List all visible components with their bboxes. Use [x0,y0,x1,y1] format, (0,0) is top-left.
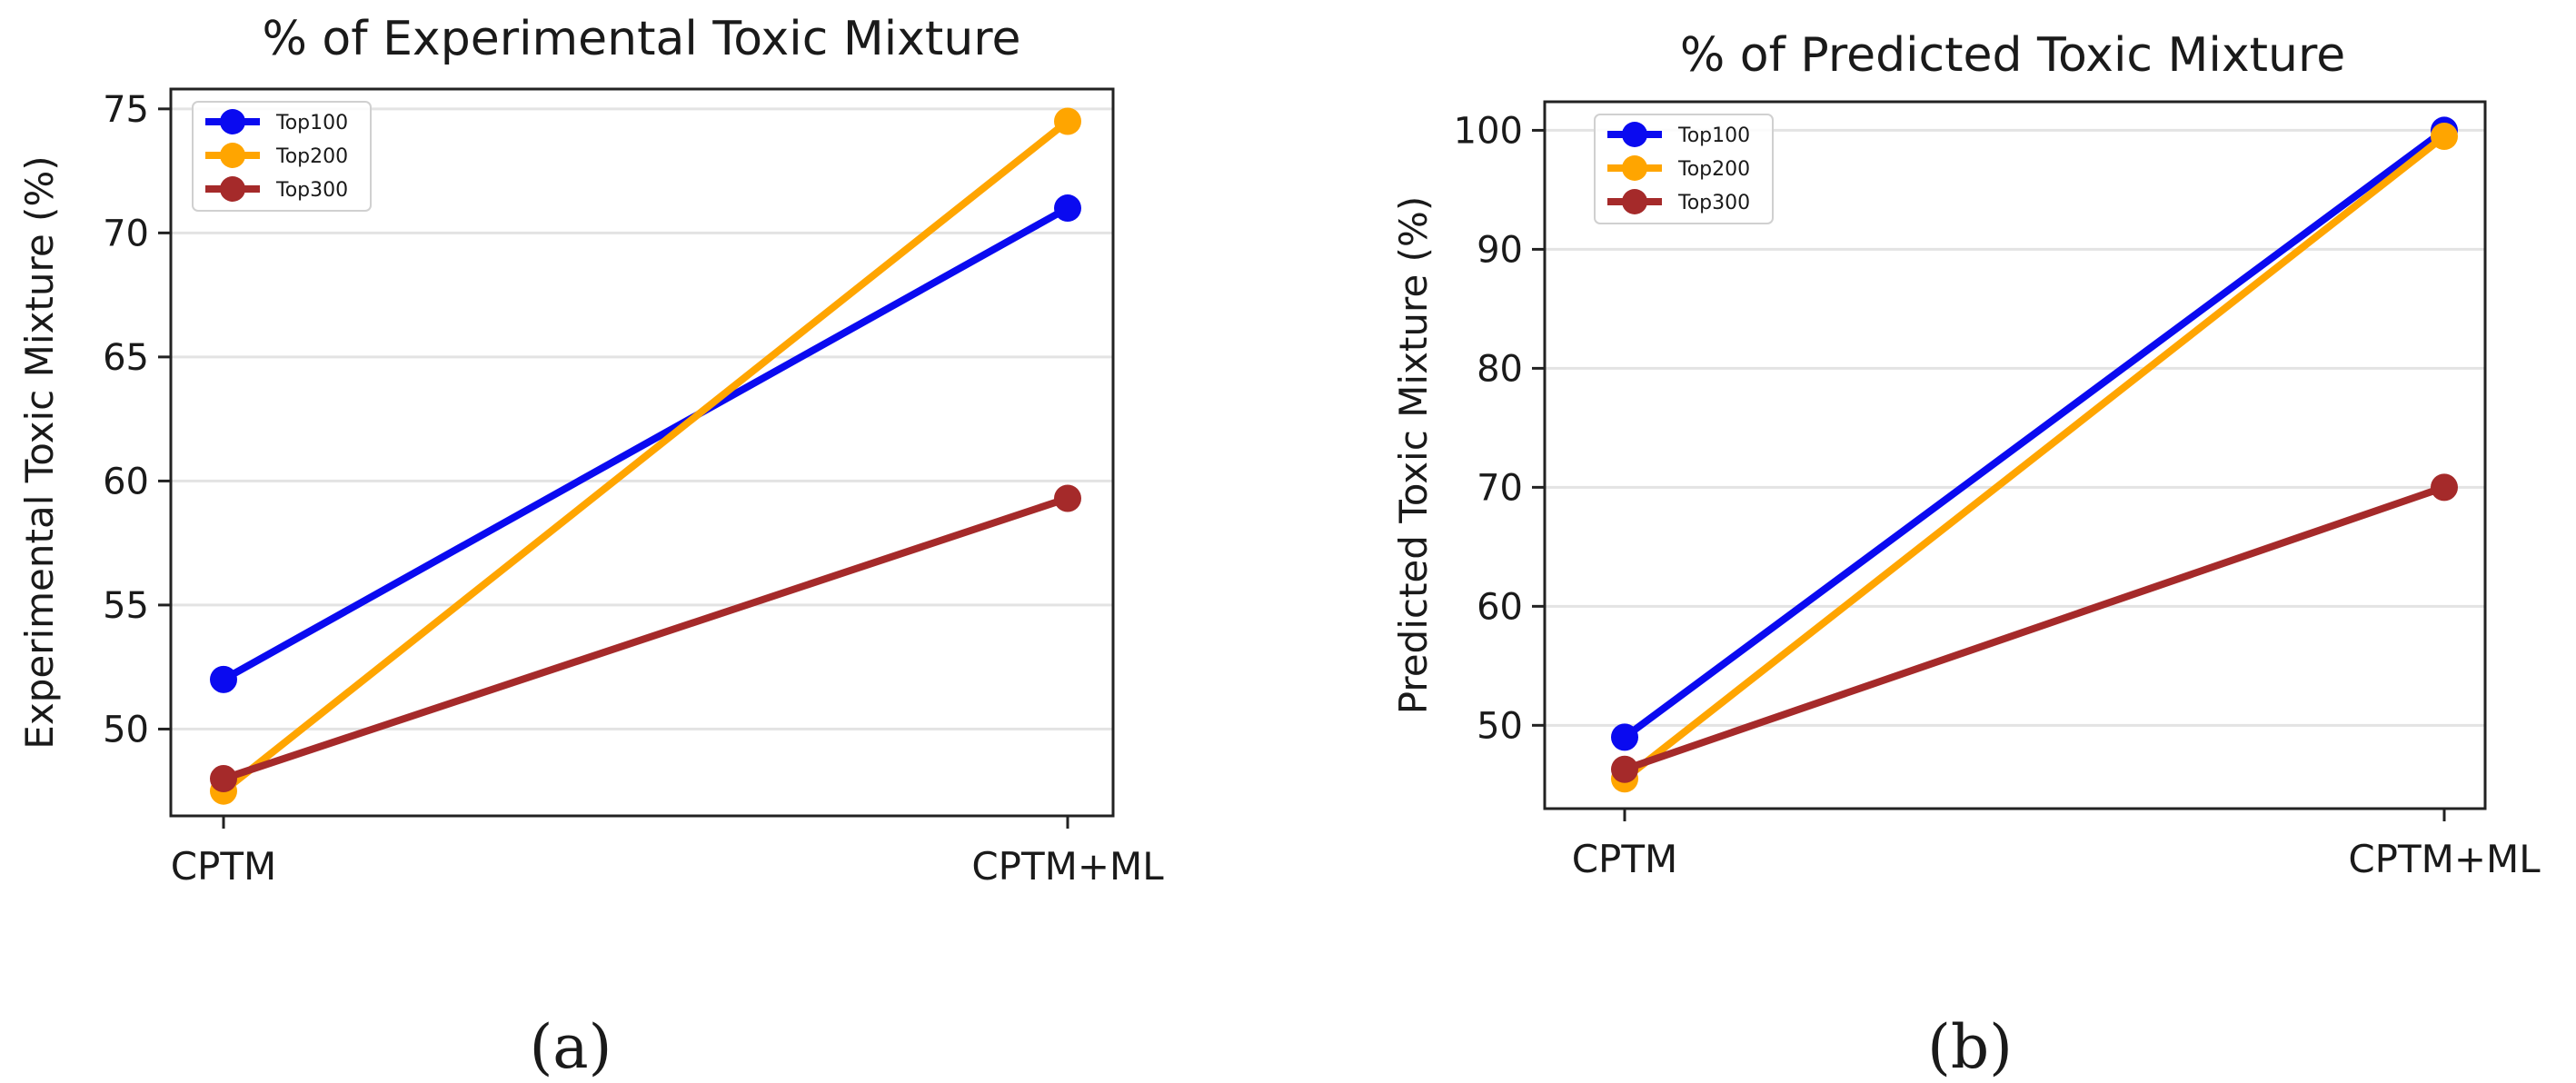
y-tick-label: 50 [103,709,149,750]
legend-swatch-marker [220,143,245,168]
x-tick-label: CPTM [171,844,277,889]
chart-title: % of Predicted Toxic Mixture [1680,28,2345,83]
panel-caption: (b) [1927,1012,2013,1082]
series-line-top100 [1621,126,2448,741]
y-axis-label: Experimental Toxic Mixture (%) [17,155,62,749]
data-point-top100 [1054,194,1081,223]
series-line-top200 [220,117,1071,795]
plot-frame [1543,100,2487,810]
legend-swatch-marker [1622,155,1647,181]
data-point-top200 [1054,107,1081,135]
legend-swatch-marker [1622,189,1647,214]
panel-caption: (a) [530,1012,612,1082]
data-point-top100 [1611,723,1638,751]
legend-swatch-marker [220,176,245,202]
chart-title: % of Experimental Toxic Mixture [262,12,1020,66]
x-tick-label: CPTM+ML [2348,837,2541,881]
chart-panel-b: 50 60 70 80 90 100 CPTM CPTM+ML Top100 Top200 Top3… [1391,28,2541,1082]
data-point-top100 [210,665,237,693]
x-tick-label: CPTM [1572,837,1678,881]
y-tick-label: 70 [1477,467,1523,509]
y-tick-label: 100 [1454,110,1523,152]
y-axis-label: Predicted Toxic Mixture (%) [1391,196,1436,714]
series-line-top300 [220,494,1071,783]
y-tick-label: 90 [1477,229,1523,271]
y-tick-label: 80 [1477,348,1523,390]
legend-label-top300: Top300 [275,179,348,202]
series-line-top300 [1621,483,2448,773]
data-point-top300 [1054,484,1081,512]
y-tick-label: 75 [103,89,149,131]
legend-label-top200: Top200 [1677,158,1750,181]
legend: Top100 Top200 Top300 [1594,114,1774,224]
y-tick-label: 50 [1477,705,1523,747]
y-tick-label: 60 [103,461,149,502]
y-tick-label: 70 [103,213,149,254]
series-line-top200 [1621,132,2448,783]
legend-swatch-marker [220,109,245,134]
legend-swatch-marker [1622,122,1647,147]
series-line-top100 [220,204,1071,683]
data-point-top300 [2431,473,2458,502]
legend-label-top100: Top100 [275,112,348,134]
data-point-top300 [1611,755,1638,783]
data-point-top200 [2431,122,2458,150]
legend-label-top200: Top200 [275,145,348,168]
legend: Top100 Top200 Top300 [192,101,372,212]
chart-panel-a: 50 55 60 65 70 75 CPTM CPTM+ML Top100 Top200 Top30… [17,12,1164,1082]
x-tick-label: CPTM+ML [971,844,1164,889]
data-point-top300 [210,765,237,793]
y-tick-label: 65 [103,337,149,379]
y-tick-label: 55 [103,585,149,627]
plot-frame [169,87,1115,818]
legend-label-top100: Top100 [1677,124,1750,147]
y-tick-label: 60 [1477,586,1523,628]
legend-label-top300: Top300 [1677,192,1750,214]
